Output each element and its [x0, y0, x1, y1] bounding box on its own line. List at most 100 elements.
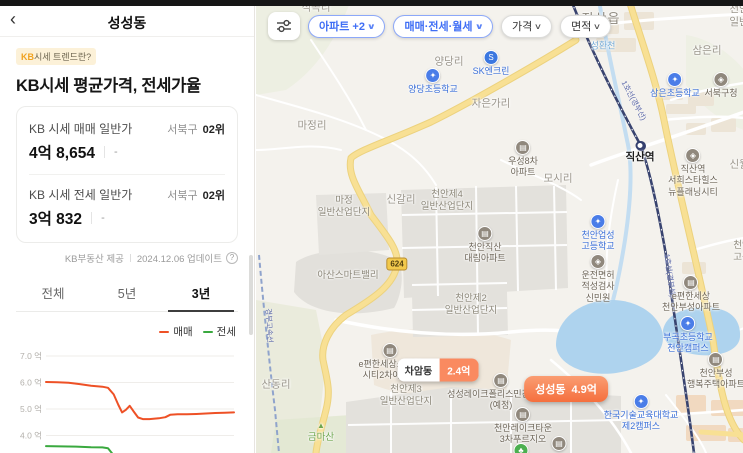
map-area-label: 산동리: [261, 378, 291, 391]
poi-label: 천안직산 대림아파트: [464, 242, 506, 264]
map-poi-서북구청[interactable]: ◈ 서북구청: [704, 72, 738, 99]
poi-label: 직산역: [625, 151, 655, 163]
map-area-label: 마정 일반산업단지: [317, 195, 371, 218]
value-divider: [103, 146, 105, 158]
svg-text:4.0 억: 4.0 억: [20, 431, 42, 441]
price-pin-차암동[interactable]: 차암동 2.4억: [397, 358, 479, 382]
legend-swatch: [159, 330, 170, 333]
map-area-label: 아산스마트밸리: [317, 270, 379, 282]
value-divider: [91, 212, 93, 224]
poi-label: 한국기술교육대학교 제2캠퍼스: [603, 410, 679, 432]
legend-label: 매매: [173, 326, 193, 338]
map-chip-매매·전세·월세[interactable]: 매매·전세·월세 ∨: [393, 14, 494, 38]
map-poi-천안업성[interactable]: ✦ 천안업성 고등학교: [581, 214, 615, 253]
status-bar: [0, 0, 743, 6]
tab-period-3년[interactable]: 3년: [164, 275, 238, 312]
chip-label: 면적: [571, 21, 592, 33]
source-provider: KB부동산 제공: [64, 254, 124, 265]
page-title: 성성동: [107, 15, 147, 31]
map-area-label: 천안고등: [733, 240, 743, 263]
apt-icon: ▤: [708, 352, 724, 367]
map-chip-면적[interactable]: 면적 ∨: [560, 14, 612, 38]
map-area-label: 모시리: [543, 172, 573, 185]
poi-label: 천안부성 행복주택아파트: [687, 368, 743, 390]
poi-label: 삼은초등학교: [650, 88, 700, 98]
map-poi-직산역[interactable]: ◈ 직산역 서희스타힐스 뉴플래닝시티: [668, 148, 718, 198]
kb-trend-badge[interactable]: KB시세 트렌드란?: [16, 48, 97, 65]
map-poi-e편한세상스마일[interactable]: ▤ e편한세상스마일 시티2차아파트: [358, 343, 422, 382]
pin-price: 4.9억: [571, 384, 597, 396]
pin-price: 2.4억: [439, 358, 479, 382]
route-shield-624: 624: [386, 257, 408, 271]
poi-label: 천안레이크타운 3차푸르지오: [494, 423, 552, 445]
map-chip-가격[interactable]: 가격 ∨: [501, 14, 553, 38]
sliders-icon: [277, 19, 291, 33]
legend-label: 전세: [216, 326, 236, 338]
apt-icon: ▤: [493, 373, 509, 388]
svg-text:7.0 억: 7.0 억: [20, 351, 42, 361]
map-poi-park[interactable]: ♣: [513, 443, 529, 453]
poi-label: 부곡초등학교 천안캠퍼스: [663, 332, 713, 354]
park-icon: ♣: [513, 443, 529, 453]
map-area-label: 신갈리: [386, 193, 416, 206]
info-icon[interactable]: ?: [226, 252, 238, 264]
map-canvas[interactable]: 아파트 +2∨매매·전세·월세∨가격∨면적∨ 석곡리직산읍삼은리양당리자은가리마…: [256, 0, 743, 453]
railway-label: 경부고속선: [263, 308, 275, 343]
poi-label: 양당초등학교: [408, 84, 458, 94]
ratio-placeholder: -: [101, 212, 105, 224]
poi-label: e편한세상 천안부성아파트: [662, 291, 720, 313]
source-line: KB부동산 제공 2024.12.06 업데이트 ?: [16, 251, 238, 265]
price-panel: ‹ 성성동 KB시세 트렌드란? KB시세 평균가격, 전세가율 KB 시세 매…: [0, 0, 255, 453]
price-label: KB 시세 전세 일반가: [29, 188, 133, 202]
map-poi-천안부성[interactable]: ▤ 천안부성 행복주택아파트: [687, 352, 743, 391]
tab-period-5년[interactable]: 5년: [117, 287, 137, 301]
map-poi-apt[interactable]: ▤: [551, 436, 567, 452]
map-poi-한국기술교육대학교[interactable]: ✦ 한국기술교육대학교 제2캠퍼스: [603, 394, 679, 433]
mountain-icon: ▲: [317, 421, 325, 430]
school-icon: ✦: [680, 316, 696, 331]
map-poi-직산역[interactable]: 직산역: [625, 141, 655, 164]
map-poi-부곡초등학교[interactable]: ✦ 부곡초등학교 천안캠퍼스: [663, 316, 713, 355]
poi-label: 운전면허 적성검사 신민원: [581, 270, 615, 303]
price-row: KB 시세 전세 일반가 서북구 02위 3억 832 -: [29, 184, 225, 231]
pin-area-name: 성성동: [535, 384, 566, 396]
price-pin-성성동[interactable]: 성성동 4.9억: [524, 376, 608, 402]
chevron-down-icon: ∨: [593, 21, 602, 31]
period-tabs: 전체 5년 3년: [16, 275, 238, 312]
kb-badge-text: 시세 트렌드란?: [34, 52, 92, 62]
map-poi-성성레이크폴리스민간임대아[interactable]: ▤ 성성레이크폴리스민간임대아 (예정): [447, 373, 555, 412]
map-chip-아파트 +2[interactable]: 아파트 +2 ∨: [308, 14, 386, 38]
chip-label: 가격: [512, 21, 533, 33]
kb-badge-highlight: KB: [21, 52, 34, 62]
filter-button[interactable]: [268, 12, 300, 40]
school-icon: ✦: [590, 214, 606, 229]
map-poi-천안레이크타운[interactable]: ▤ 천안레이크타운 3차푸르지오: [494, 407, 552, 446]
poi-label: e편한세상스마일 시티2차아파트: [358, 359, 422, 381]
map-poi-천안직산[interactable]: ▤ 천안직산 대림아파트: [464, 226, 506, 265]
poi-label: 성성레이크폴리스민간임대아 (예정): [447, 389, 555, 411]
back-icon[interactable]: ‹: [10, 9, 16, 29]
legend-item: 매매: [159, 324, 193, 339]
apt-icon: ▤: [477, 226, 493, 241]
tab-period-전체[interactable]: 전체: [41, 287, 65, 301]
map-poi-양당초등학교[interactable]: ✦ 양당초등학교: [408, 68, 458, 95]
map-area-label: 천안제2 일반산업단지: [444, 293, 498, 316]
poi-label: 우성8차 아파트: [508, 156, 538, 178]
chevron-down-icon: ∨: [534, 21, 543, 31]
station-icon: [635, 141, 645, 150]
sidebar-scrollbar[interactable]: [249, 255, 253, 335]
apt-icon: ▤: [551, 436, 567, 451]
map-area-label: 성환천: [590, 40, 616, 51]
map-area-label: 천안제4 일반산업단지: [420, 189, 474, 212]
map-poi-삼은초등학교[interactable]: ✦ 삼은초등학교: [650, 72, 700, 99]
map-poi-운전면허[interactable]: ◈ 운전면허 적성검사 신민원: [581, 254, 615, 304]
map-poi-e편한세상[interactable]: ▤ e편한세상 천안부성아파트: [662, 275, 720, 314]
price-trend-chart: 7.0 억6.0 억5.0 억4.0 억3.0 억2.0 억1.0 억: [20, 351, 235, 453]
school-icon: ✦: [425, 68, 441, 83]
apt-icon: ▤: [382, 343, 398, 358]
map-poi-SK엔크린[interactable]: S SK엔크린: [473, 50, 509, 77]
apt-icon: ▤: [515, 140, 531, 155]
price-row: KB 시세 매매 일반가 서북구 02위 4억 8,654 -: [29, 118, 225, 165]
map-poi-우성8차[interactable]: ▤ 우성8차 아파트: [508, 140, 538, 179]
